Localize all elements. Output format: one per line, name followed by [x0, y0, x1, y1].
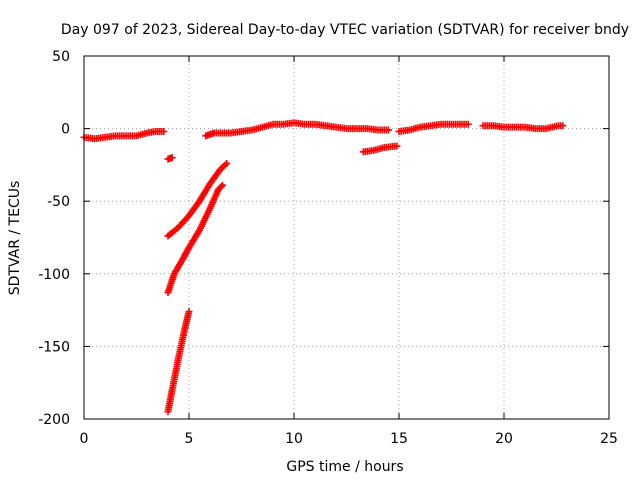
- axis-ticks: 0 5 10 15 20 25 -200 -150 -100 -50 0 50: [38, 49, 618, 447]
- data-point: [160, 128, 168, 136]
- data-point: [217, 183, 225, 191]
- y-axis-label: SDTVAR / TECUs: [7, 181, 23, 296]
- y-tick-label: -100: [38, 267, 70, 283]
- x-tick-label: 0: [80, 431, 89, 447]
- y-tick-label: 50: [52, 49, 70, 65]
- y-tick-label: -200: [38, 412, 70, 428]
- data-point: [168, 154, 176, 162]
- y-tick-label: -50: [47, 194, 70, 210]
- y-tick-label: -150: [38, 339, 70, 355]
- y-tick-label: 0: [61, 122, 70, 138]
- x-tick-label: 10: [285, 431, 303, 447]
- data-point: [393, 142, 401, 150]
- x-tick-label: 20: [495, 431, 513, 447]
- x-tick-label: 25: [600, 431, 618, 447]
- x-tick-label: 5: [185, 431, 194, 447]
- data-point: [464, 120, 472, 128]
- data-points: [80, 119, 567, 416]
- plot-frame: [83, 55, 610, 420]
- x-axis-label: GPS time / hours: [286, 459, 403, 475]
- data-point: [385, 126, 392, 134]
- data-point: [559, 122, 567, 130]
- data-point: [185, 308, 193, 316]
- data-point: [223, 159, 231, 167]
- x-tick-label: 15: [390, 431, 408, 447]
- grid-lines: [84, 56, 609, 419]
- chart-title: Day 097 of 2023, Sidereal Day-to-day VTE…: [61, 22, 629, 38]
- data-point: [219, 181, 227, 189]
